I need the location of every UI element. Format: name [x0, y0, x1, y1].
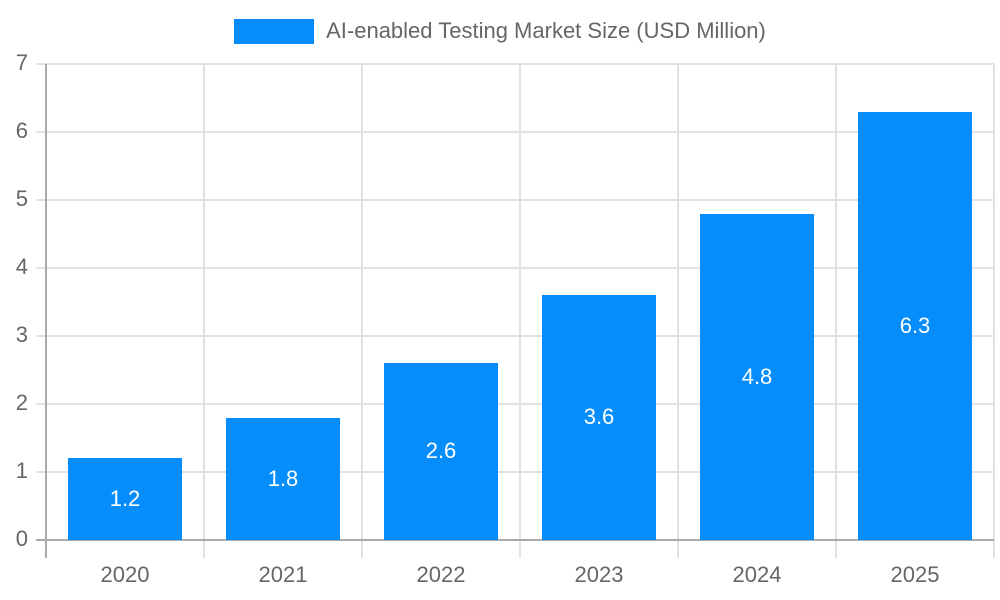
y-tick-label: 3 — [15, 322, 28, 347]
x-tick-label: 2022 — [416, 562, 466, 587]
bar-value-label: 4.8 — [741, 364, 773, 389]
bar-value-label: 3.6 — [583, 404, 615, 429]
gridline-vertical — [835, 64, 837, 558]
legend-swatch[interactable] — [234, 18, 315, 44]
x-tick-label: 2020 — [100, 562, 150, 587]
gridline-horizontal — [36, 403, 994, 405]
y-tick-label: 7 — [15, 50, 28, 75]
chart-legend: AI-enabled Testing Market Size (USD Mill… — [0, 18, 1000, 44]
y-tick-label: 4 — [15, 254, 28, 279]
gridline-horizontal — [36, 267, 994, 269]
y-tick-label: 1 — [15, 458, 28, 483]
y-tick-label: 6 — [15, 118, 28, 143]
gridline-vertical — [677, 64, 679, 558]
y-axis — [45, 64, 47, 558]
y-tick-label: 5 — [15, 186, 28, 211]
bar-value-label: 2.6 — [425, 438, 457, 463]
gridline-horizontal — [36, 131, 994, 133]
x-tick-label: 2023 — [574, 562, 624, 587]
gridline-vertical — [361, 64, 363, 558]
x-tick-label: 2021 — [258, 562, 308, 587]
y-tick-label: 2 — [15, 390, 28, 415]
y-tick-label: 0 — [15, 526, 28, 551]
bar-2021[interactable]: 1.8 — [226, 418, 340, 540]
gridline-horizontal — [36, 335, 994, 337]
bar-value-label: 6.3 — [899, 313, 931, 338]
x-axis — [36, 539, 994, 541]
x-tick-label: 2025 — [890, 562, 940, 587]
bar-2022[interactable]: 2.6 — [384, 363, 498, 540]
bar-2020[interactable]: 1.2 — [68, 458, 182, 540]
gridline-horizontal — [36, 471, 994, 473]
bar-2023[interactable]: 3.6 — [542, 295, 656, 540]
gridline-vertical — [993, 64, 995, 558]
bar-2025[interactable]: 6.3 — [858, 112, 972, 540]
legend-label[interactable]: AI-enabled Testing Market Size (USD Mill… — [326, 18, 766, 43]
bar-value-label: 1.2 — [109, 486, 141, 511]
gridline-vertical — [203, 64, 205, 558]
x-tick-label: 2024 — [732, 562, 782, 587]
bar-2024[interactable]: 4.8 — [700, 214, 814, 540]
bar-value-label: 1.8 — [267, 466, 299, 491]
gridline-horizontal — [36, 199, 994, 201]
gridline-horizontal — [36, 63, 994, 65]
gridline-vertical — [519, 64, 521, 558]
